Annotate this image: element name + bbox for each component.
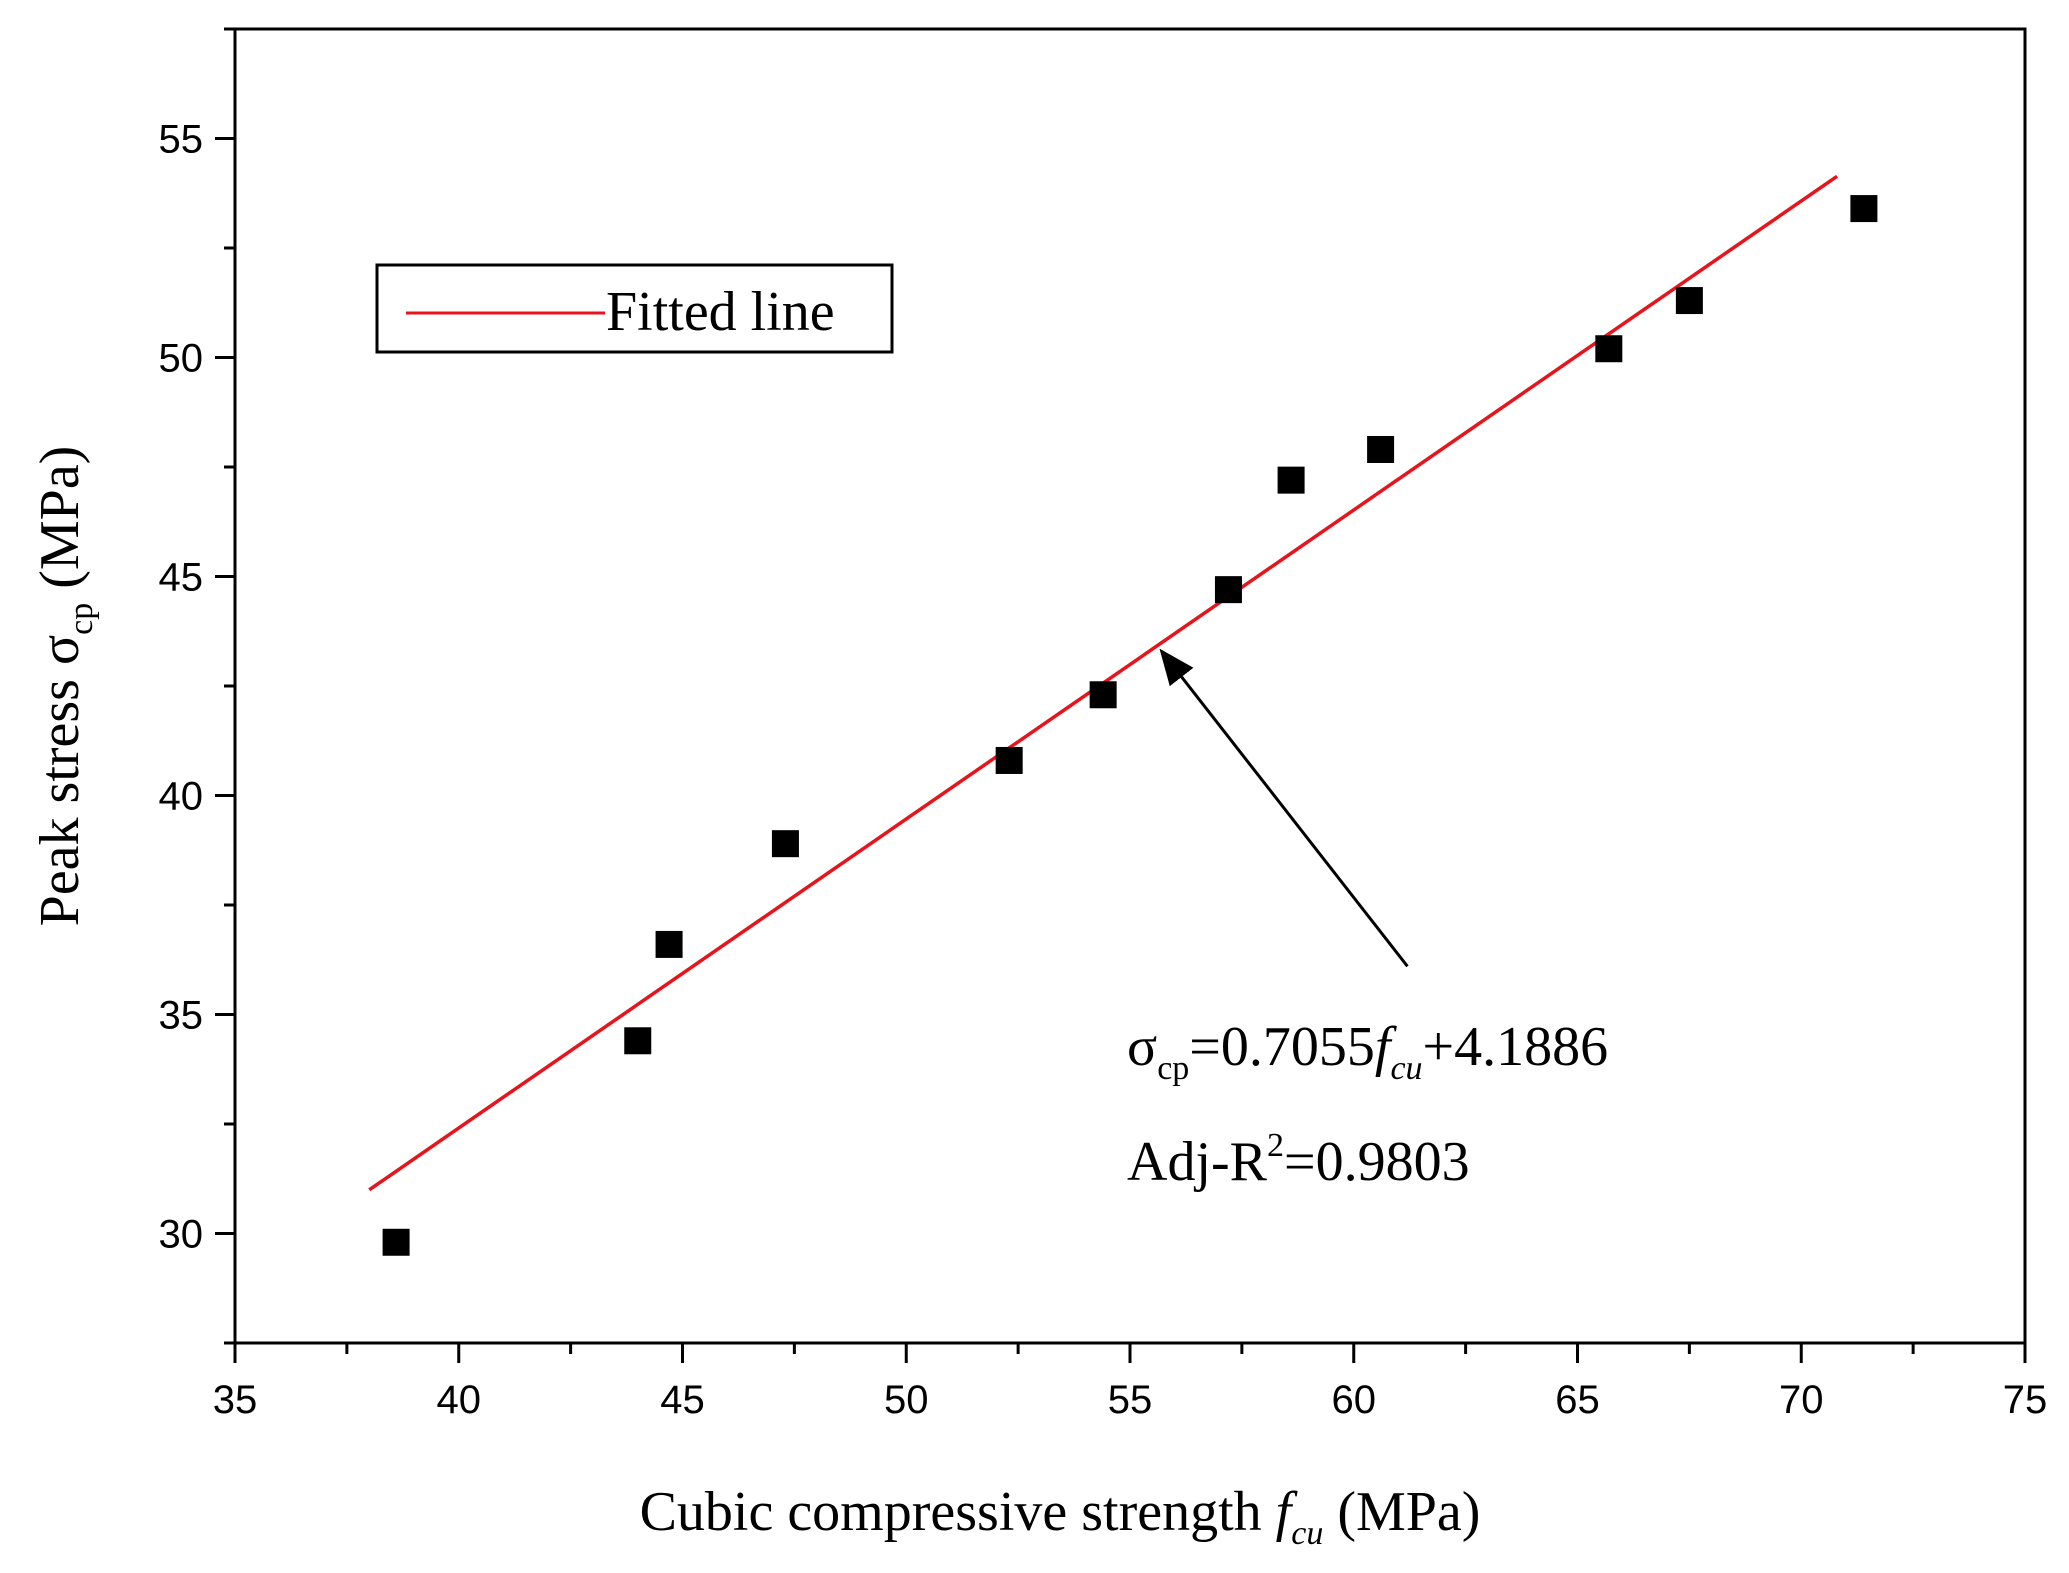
annotation-arrow (1159, 648, 1409, 968)
data-points-layer (382, 195, 1878, 1256)
x-tick-label: 50 (884, 1378, 929, 1422)
y-axis-title: Peak stress σcp (MPa) (29, 446, 100, 927)
data-point (771, 830, 799, 858)
y-tick-label: 30 (159, 1213, 204, 1257)
data-point (1367, 435, 1395, 463)
legend-box (375, 263, 894, 354)
axis-ticks: 35 40 45 50 55 60 65 70 75 30 35 40 45 50 55 (159, 27, 2048, 1422)
data-point (382, 1228, 410, 1256)
x-tick-label: 45 (660, 1378, 705, 1422)
data-point (1089, 681, 1117, 709)
data-point (1595, 335, 1623, 363)
data-point (1850, 195, 1878, 223)
x-tick-label: 35 (213, 1378, 258, 1422)
x-tick-label: 40 (437, 1378, 482, 1422)
y-tick-label: 35 (159, 994, 204, 1038)
data-point (624, 1027, 652, 1055)
x-axis-title: Cubic compressive strength fcu (MPa) (640, 1481, 1481, 1552)
x-tick-label: 65 (1555, 1378, 1600, 1422)
legend: Fitted line (375, 263, 894, 354)
x-tick-label: 55 (1108, 1378, 1153, 1422)
data-point (1675, 287, 1703, 315)
data-point (655, 930, 683, 958)
x-tick-label: 75 (2003, 1378, 2048, 1422)
data-point (1214, 576, 1242, 604)
fit-r-squared: Adj-R2=0.9803 (1127, 1127, 1470, 1193)
data-point (995, 746, 1023, 774)
fit-equation: σcp=0.7055fcu+4.1886 (1127, 1016, 1608, 1087)
y-tick-label: 45 (159, 556, 204, 600)
y-tick-label: 50 (159, 337, 204, 381)
y-tick-label: 55 (159, 118, 204, 162)
data-point (1277, 466, 1305, 494)
x-tick-label: 70 (1779, 1378, 1824, 1422)
legend-label: Fitted line (606, 281, 835, 343)
x-tick-label: 60 (1332, 1378, 1377, 1422)
y-tick-label: 40 (159, 775, 204, 819)
fit-annotation: σcp=0.7055fcu+4.1886 Adj-R2=0.9803 (1127, 648, 1608, 1193)
